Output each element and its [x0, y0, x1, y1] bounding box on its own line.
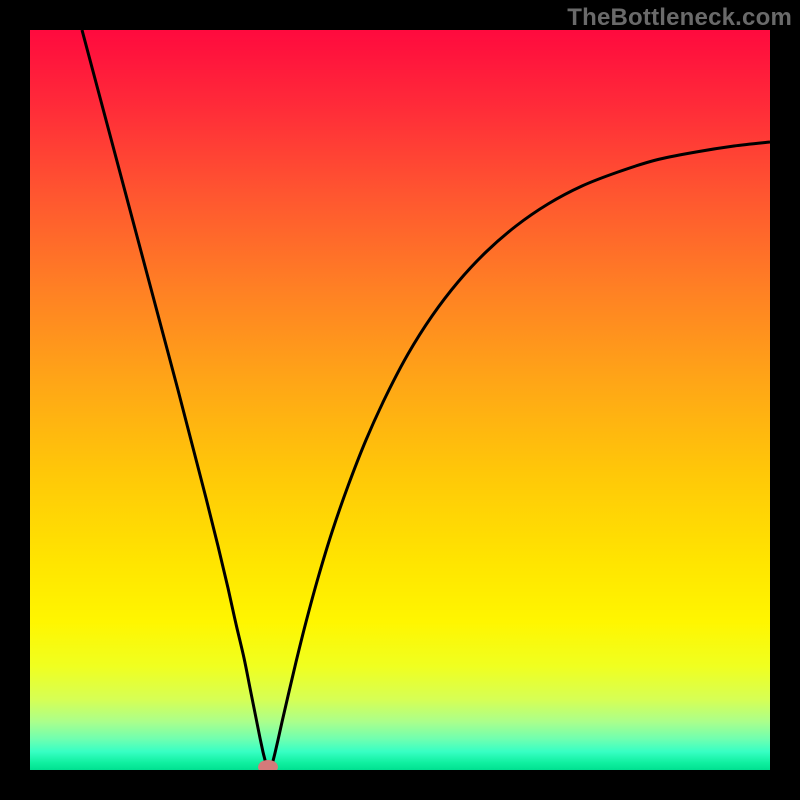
bottleneck-curve: [82, 30, 770, 770]
curve-layer: [30, 30, 770, 770]
watermark-text: TheBottleneck.com: [567, 4, 792, 32]
curve-minimum-marker: [258, 760, 278, 770]
plot-area: [30, 30, 770, 770]
chart-frame: TheBottleneck.com: [0, 0, 800, 800]
